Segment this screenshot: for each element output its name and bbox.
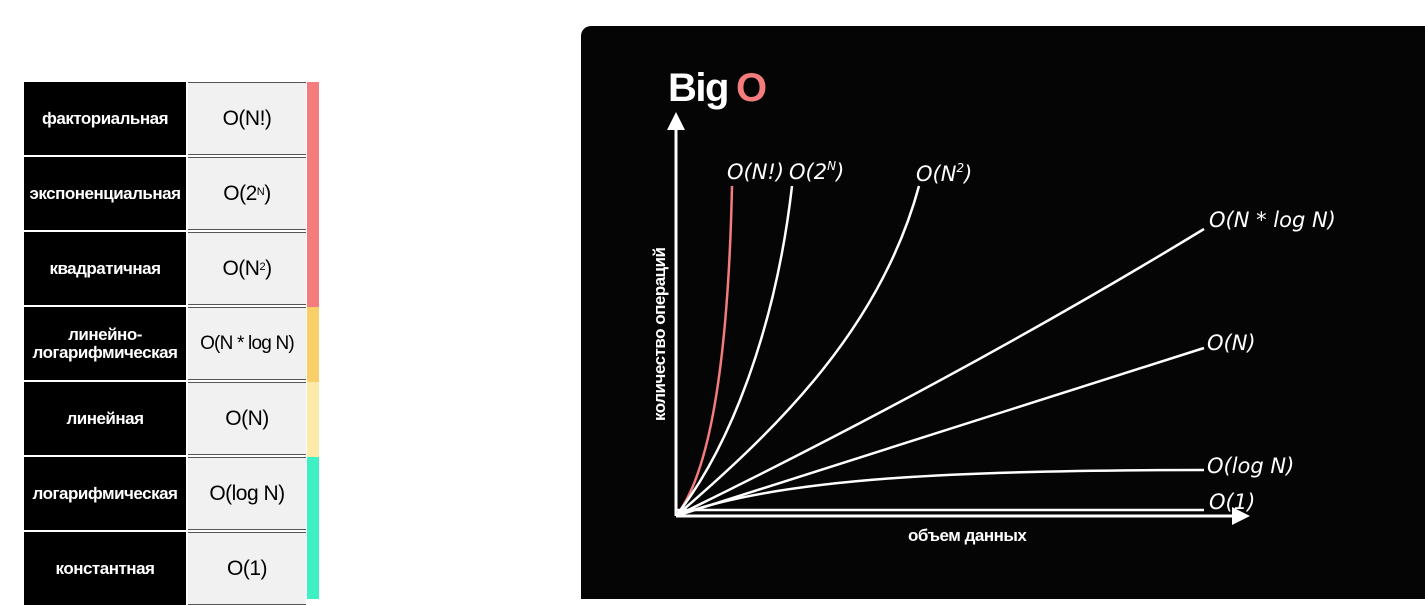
complexity-notation: O(log N) [188,457,306,530]
complexity-name: экспоненциальная [24,157,188,230]
table-row: константная O(1) [24,532,306,605]
label-quad-close: ) [962,162,972,186]
notation-close: ) [265,256,272,280]
label-constant: O(1) [1209,490,1255,514]
severity-bar-green [307,457,319,599]
label-factorial: O(N!) [727,160,784,184]
chart-title-word: Big [668,66,728,110]
curve-quadratic [675,185,921,517]
notation-sup: N [256,185,265,198]
complexity-notation: O(2 N) [188,157,306,230]
label-exp-sup: N [827,159,836,173]
complexity-name: константная [24,532,188,605]
x-axis-label: объем данных [908,526,1027,545]
label-quad-base: O(N [916,162,957,186]
complexity-notation: O(N) [188,382,306,455]
table-row: линейно- логарифмическая O(N * log N) [24,307,306,380]
label-log: O(log N) [1207,454,1294,478]
severity-bar-red [307,82,319,307]
complexity-notation: O(N * log N) [188,307,306,380]
complexity-name: факториальная [24,82,188,155]
notation-sup: 2 [259,260,266,273]
complexity-notation: O(N 2) [188,232,306,305]
complexity-name: линейно- логарифмическая [24,307,188,380]
curve-linear [675,346,1205,518]
chart-title-accent: O [736,66,766,110]
curve-exponential [675,185,794,517]
table-row: квадратичная O(N 2) [24,232,306,305]
notation-base: O(2 [223,181,257,205]
notation-base: O(N [222,256,260,280]
severity-bar-yellow [307,382,319,457]
complexity-name-line1: линейно- [68,324,142,344]
big-o-chart: Big O количество операций объем данных O(… [650,66,1336,545]
curve-nlogn [675,227,1205,518]
curve-log [675,468,1205,518]
complexity-name: логарифмическая [24,457,188,530]
complexity-notation: O(1) [188,532,306,605]
label-linear: O(N) [1207,331,1256,355]
complexity-notation: O(N!) [188,82,306,155]
label-exp-base: O(2 [789,160,827,184]
chart-title: Big O [668,66,766,110]
label-exp-close: ) [834,160,844,184]
severity-bar-orange [307,307,319,382]
label-nlogn: O(N * log N) [1209,208,1336,232]
label-exponential: O(2N) [789,159,844,184]
curve-factorial [675,185,734,517]
big-o-chart-panel: Big O количество операций объем данных O(… [581,26,1425,599]
complexity-table: факториальная O(N!) экспоненциальная O(2… [24,82,319,605]
table-row: логарифмическая O(log N) [24,457,306,530]
complexity-name-line2: логарифмическая [32,342,178,362]
notation-close: ) [264,181,271,205]
table-row: линейная O(N) [24,382,306,455]
complexity-name: линейная [24,382,188,455]
table-row: экспоненциальная O(2 N) [24,157,306,230]
y-axis-label: количество операций [650,247,669,421]
label-quadratic: O(N2) [916,161,972,186]
label-quad-sup: 2 [956,161,964,175]
table-row: факториальная O(N!) [24,82,306,155]
complexity-name: квадратичная [24,232,188,305]
